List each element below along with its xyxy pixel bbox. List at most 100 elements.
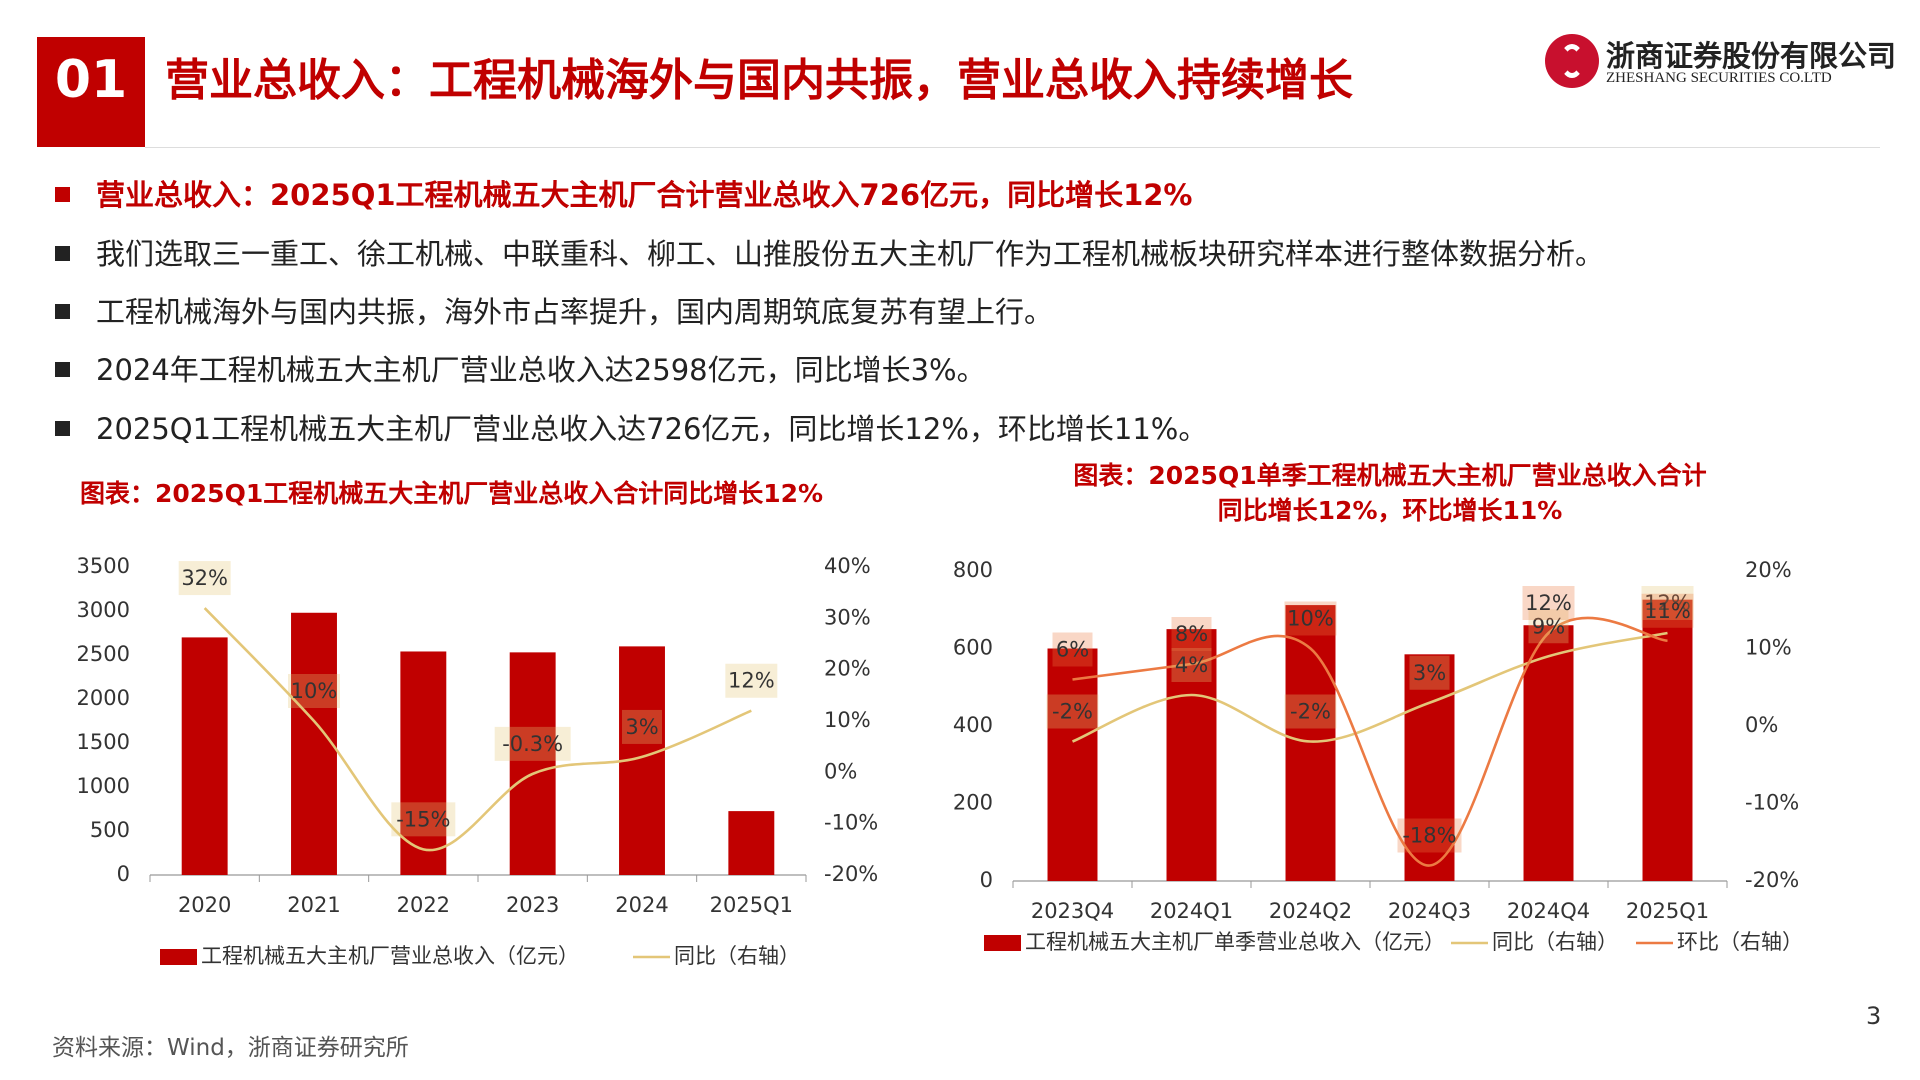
x-tick-label: 2024Q2 [1269, 899, 1352, 923]
y-tick-label: 2000 [77, 686, 130, 710]
y-tick-label: 0 [117, 862, 130, 886]
bar [1523, 625, 1574, 881]
data-label-box [494, 726, 571, 761]
y-tick-label: 400 [953, 713, 993, 737]
y2-tick-label: 20% [824, 657, 871, 681]
data-label-box [725, 663, 778, 698]
legend-label: 同比（右轴） [674, 944, 800, 968]
data-label-box [1397, 818, 1462, 853]
data-label-box [1171, 617, 1212, 651]
y-tick-label: 600 [953, 636, 993, 660]
legend-label: 同比（右轴） [1492, 930, 1618, 954]
x-tick-label: 2025Q1 [710, 893, 793, 917]
bar [1166, 629, 1217, 881]
data-label-box [1171, 648, 1212, 682]
source: 资料来源：Wind，浙商证券研究所 [52, 1035, 409, 1061]
x-tick-label: 2024 [615, 893, 668, 917]
y2-tick-label: 20% [1745, 558, 1792, 582]
y2-tick-label: 40% [824, 554, 871, 578]
y2-tick-label: -20% [1745, 868, 1799, 892]
section-number: 01 [54, 50, 128, 110]
x-tick-label: 2024Q3 [1388, 899, 1471, 923]
data-label: 3% [1413, 661, 1446, 685]
bar [1047, 648, 1098, 881]
y-tick-label: 1000 [77, 774, 130, 798]
data-label: -0.3% [502, 732, 563, 756]
data-label-box [1522, 586, 1575, 620]
header-rule [145, 147, 1880, 148]
y-tick-label: 3000 [77, 598, 130, 622]
data-label-box [1641, 593, 1694, 628]
chart-title: 图表：2025Q1单季工程机械五大主机厂营业总收入合计 [1073, 461, 1706, 490]
legend-label: 工程机械五大主机厂营业总收入（亿元） [201, 944, 579, 968]
data-label-box [1052, 632, 1093, 667]
data-label: 6% [1056, 638, 1089, 662]
y-tick-label: 3500 [77, 554, 130, 578]
bullet: 我们选取三一重工、徐工机械、中联重科、柳工、山推股份五大主机厂作为工程机械板块研… [55, 231, 1604, 273]
data-label: 10% [1287, 607, 1334, 631]
legend-label: 工程机械五大主机厂单季营业总收入（亿元） [1025, 930, 1445, 954]
data-label: -18% [1402, 824, 1456, 848]
data-label: 3% [625, 715, 658, 739]
y-tick-label: 200 [953, 791, 993, 815]
data-label: 12% [728, 669, 775, 693]
y2-tick-label: -20% [824, 862, 878, 886]
x-tick-label: 2024Q1 [1150, 899, 1233, 923]
y-tick-label: 2500 [77, 642, 130, 666]
data-label: 11% [1644, 599, 1691, 623]
data-label: 4% [1175, 653, 1208, 677]
x-tick-label: 2025Q1 [1626, 899, 1709, 923]
data-label-box [1641, 586, 1694, 620]
x-tick-label: 2024Q4 [1507, 899, 1590, 923]
data-label-box [288, 674, 340, 708]
data-label-box [1409, 655, 1450, 690]
bar [400, 651, 447, 875]
bar [1404, 654, 1455, 881]
y2-tick-label: -10% [1745, 791, 1799, 815]
bullet: 2024年工程机械五大主机厂营业总收入达2598亿元，同比增长3%。 [55, 347, 986, 389]
y-tick-label: 800 [953, 558, 993, 582]
y-tick-label: 500 [90, 818, 130, 842]
data-label: -2% [1290, 700, 1331, 724]
y-tick-label: 1500 [77, 730, 130, 754]
data-label: 12% [1644, 591, 1691, 615]
y2-tick-label: 30% [824, 605, 871, 629]
line [1072, 631, 1668, 743]
bullet: 2025Q1工程机械五大主机厂营业总收入达726亿元，同比增长12%，环比增长1… [55, 406, 1207, 448]
x-tick-label: 2023 [506, 893, 559, 917]
data-label: 10% [291, 679, 338, 703]
x-tick-label: 2020 [178, 893, 231, 917]
y2-tick-label: 10% [824, 708, 871, 732]
y2-tick-label: 0% [1745, 713, 1778, 737]
y-tick-label: 0 [980, 868, 993, 892]
data-label-box [1284, 694, 1337, 729]
x-tick-label: 2023Q4 [1031, 899, 1114, 923]
data-label-box [178, 561, 231, 596]
data-label: 8% [1175, 622, 1208, 646]
bar [728, 811, 775, 875]
data-label-box [1046, 694, 1099, 729]
legend-label: 环比（右轴） [1677, 930, 1803, 954]
bar [181, 637, 228, 875]
page-number: 3 [1866, 1002, 1882, 1030]
company-name-en: ZHESHANG SECURITIES CO.LTD [1606, 70, 1832, 86]
data-label-box [1528, 609, 1569, 644]
chart-title: 图表：2025Q1工程机械五大主机厂营业总收入合计同比增长12% [80, 479, 823, 508]
y2-tick-label: -10% [824, 811, 878, 835]
data-label-box [1284, 601, 1337, 636]
data-label: 32% [181, 566, 228, 590]
logo [1545, 34, 1599, 88]
line [1072, 616, 1668, 867]
x-tick-label: 2021 [287, 893, 340, 917]
bullet: 营业总收入：2025Q1工程机械五大主机厂合计营业总收入726亿元，同比增长12… [55, 172, 1193, 214]
slide-title: 营业总收入：工程机械海外与国内共振，营业总收入持续增长 [165, 55, 1353, 106]
data-label: -2% [1052, 700, 1093, 724]
x-tick-label: 2022 [397, 893, 450, 917]
data-label: 12% [1525, 591, 1572, 615]
data-label: -15% [396, 807, 450, 831]
bar [1285, 605, 1336, 881]
data-label-box [622, 709, 662, 744]
data-label: 9% [1532, 614, 1565, 638]
bullet: 工程机械海外与国内共振，海外市占率提升，国内周期筑底复苏有望上行。 [55, 289, 1053, 331]
